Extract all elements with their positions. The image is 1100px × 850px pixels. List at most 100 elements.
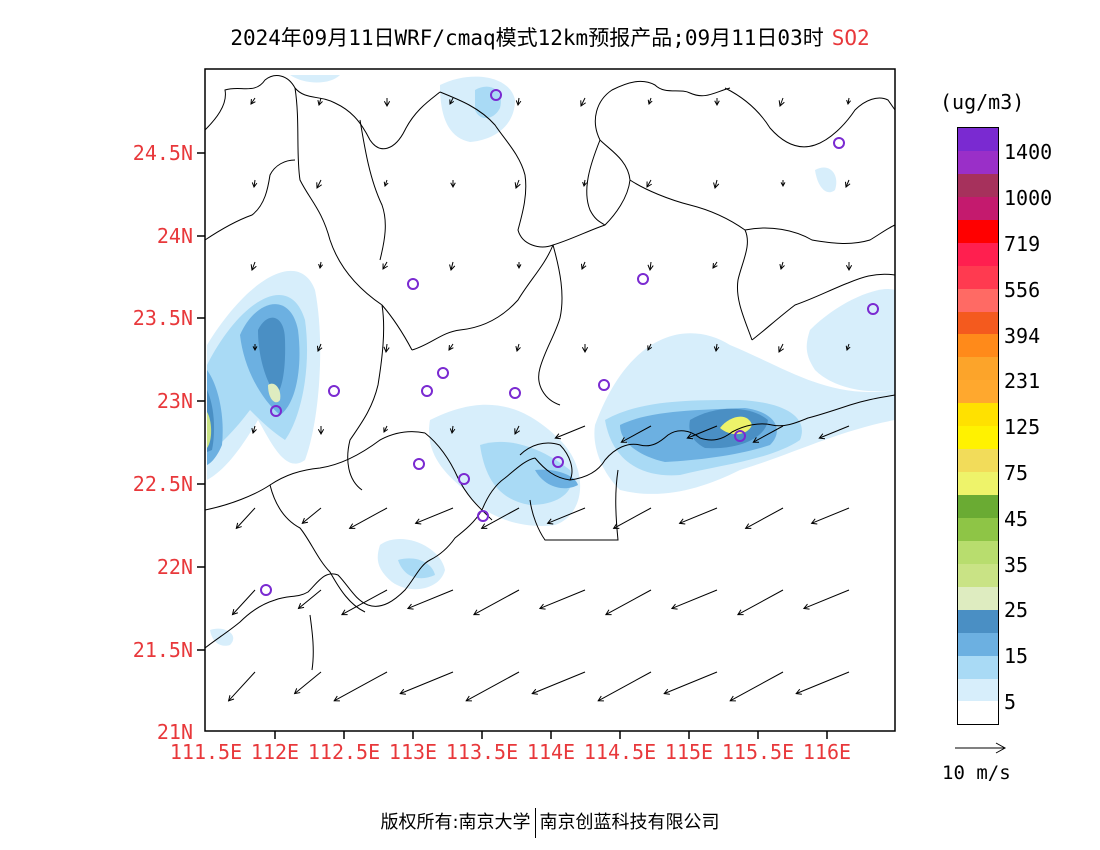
- wind-arrow: [713, 343, 720, 353]
- wind-arrow: [235, 507, 256, 530]
- lon-label: 112.5E: [307, 740, 381, 764]
- lon-label: 115E: [664, 740, 714, 764]
- colorbar-label: 556: [1004, 278, 1041, 302]
- wind-arrow: [714, 98, 720, 107]
- footer-left: 版权所有:南京大学: [380, 812, 531, 833]
- colorbar-segment: [958, 334, 998, 358]
- wind-arrow: [538, 589, 586, 610]
- wind-arrow: [449, 261, 456, 272]
- wind-arrow: [818, 425, 850, 440]
- wind-arrow: [317, 426, 325, 436]
- colorbar-segment: [958, 150, 998, 174]
- colorbar-unit: (ug/m3): [940, 90, 1025, 114]
- colorbar-segment: [958, 632, 998, 656]
- wind-arrow: [670, 589, 718, 610]
- copyright-footer: 版权所有:南京大学 南京创蓝科技有限公司: [0, 808, 1100, 838]
- colorbar-segment: [958, 426, 998, 450]
- wind-arrow: [845, 262, 853, 272]
- title-main: 2024年09月11日WRF/cmaq模式12km预报产品;09月11日03时: [230, 26, 824, 50]
- wind-arrow: [580, 261, 587, 270]
- colorbar-label: 1000: [1004, 186, 1053, 210]
- lat-label: 22.5N: [132, 472, 193, 496]
- wind-arrow: [752, 425, 784, 443]
- colorbar-segment: [958, 288, 998, 312]
- wind-arrow: [580, 97, 586, 107]
- lat-label: 21N: [156, 720, 193, 744]
- wind-arrow: [449, 97, 455, 105]
- lon-label: 113.5E: [445, 740, 519, 764]
- lon-label: 114E: [526, 740, 576, 764]
- wind-arrow: [736, 589, 784, 616]
- wind-arrow: [514, 425, 520, 435]
- wind-arrow: [383, 179, 389, 187]
- colorbar-segment: [958, 655, 998, 679]
- title-species: SO2: [831, 26, 870, 50]
- wind-arrow: [546, 507, 586, 525]
- colorbar-segment: [958, 609, 998, 633]
- lon-label: 115.5E: [721, 740, 795, 764]
- wind-arrow: [663, 671, 718, 695]
- colorbar-segment: [958, 495, 998, 518]
- axis-ticks: [197, 152, 828, 739]
- wind-arrow: [340, 589, 388, 616]
- wind-arrow: [448, 343, 454, 351]
- wind-arrow: [554, 425, 586, 440]
- wind-arrow: [646, 179, 652, 188]
- reference-vector-label: 10 m/s: [942, 762, 1011, 784]
- wind-arrow: [333, 671, 388, 702]
- colorbar-label: 719: [1004, 232, 1041, 256]
- lat-label: 23N: [156, 389, 193, 413]
- wind-arrow: [383, 98, 391, 108]
- wind-arrow: [317, 97, 323, 106]
- lon-label: 116E: [802, 740, 852, 764]
- reference-vector: [955, 742, 1007, 754]
- wind-arrow: [678, 507, 718, 525]
- wind-arrow: [516, 262, 522, 270]
- wind-arrow: [382, 261, 388, 270]
- wind-arrow: [846, 97, 851, 106]
- colorbar-segment: [958, 219, 998, 243]
- wind-arrow: [778, 97, 785, 107]
- wind-arrow: [514, 179, 521, 189]
- lon-label: 113E: [388, 740, 438, 764]
- footer-right: 南京创蓝科技有限公司: [539, 812, 720, 833]
- lat-label: 23.5N: [132, 306, 193, 330]
- colorbar-segment: [958, 173, 998, 197]
- wind-arrow: [472, 589, 520, 616]
- colorbar-segment: [958, 701, 998, 725]
- wind-arrow: [582, 179, 587, 188]
- wind-arrow: [515, 343, 521, 352]
- wind-arrow: [597, 671, 652, 702]
- colorbar-segment: [958, 517, 998, 541]
- wind-arrow: [252, 344, 258, 352]
- wind-arrow: [383, 343, 390, 354]
- lat-label: 24.5N: [132, 141, 193, 165]
- lat-label: 22N: [156, 555, 193, 579]
- colorbar-segment: [958, 128, 998, 151]
- colorbar-segment: [958, 196, 998, 220]
- wind-arrow: [845, 343, 851, 351]
- wind-arrow: [406, 589, 454, 610]
- colorbar-segment: [958, 472, 998, 495]
- wind-arrow: [301, 507, 322, 524]
- colorbar-label: 25: [1004, 598, 1029, 622]
- colorbar-segment: [958, 540, 998, 564]
- wind-arrow: [348, 507, 388, 529]
- wind-arrow: [612, 507, 652, 529]
- wind-arrow: [778, 343, 784, 353]
- colorbar-label: 5: [1004, 690, 1017, 714]
- wind-arrow: [297, 589, 322, 610]
- wind-arrow: [795, 671, 850, 695]
- colorbar-label: 1400: [1004, 140, 1053, 164]
- wind-arrow: [686, 425, 718, 440]
- colorbar-label: 15: [1004, 644, 1029, 668]
- wind-arrow: [399, 671, 454, 695]
- wind-arrow: [414, 507, 454, 525]
- wind-arrow: [316, 343, 323, 352]
- wind-arrow: [383, 425, 389, 433]
- chart-title: 2024年09月11日WRF/cmaq模式12km预报产品;09月11日03时 S…: [0, 22, 1100, 52]
- wind-arrow: [293, 671, 322, 695]
- colorbar-segment: [958, 449, 998, 473]
- wind-arrow: [729, 671, 784, 702]
